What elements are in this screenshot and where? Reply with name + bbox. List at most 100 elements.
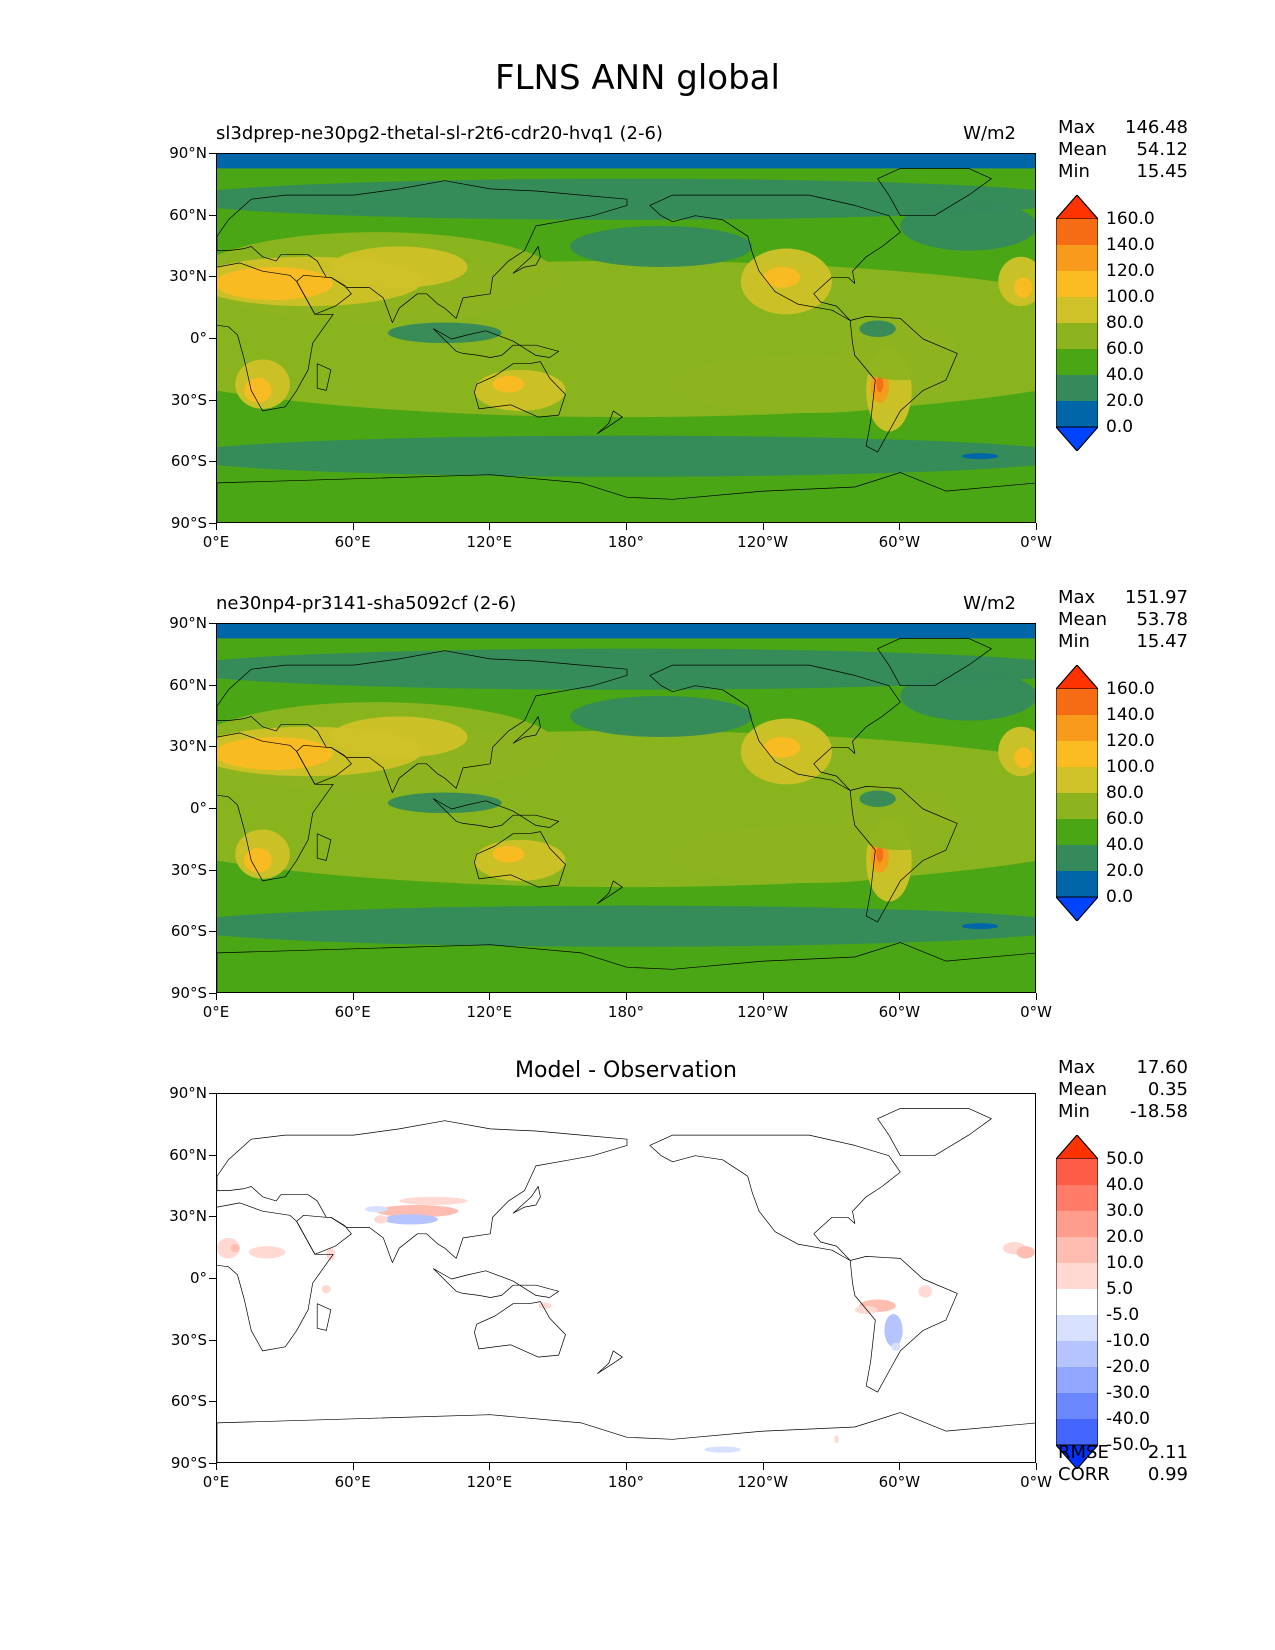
y-tick-label: 30°S bbox=[170, 390, 207, 409]
colorbar-tick-label: 5.0 bbox=[1106, 1279, 1134, 1299]
x-tick-mark bbox=[216, 1463, 217, 1470]
field-contour-low bbox=[961, 453, 999, 460]
diff-contour-0 bbox=[217, 1237, 240, 1259]
coastline-1 bbox=[217, 1120, 628, 1263]
x-tick-label: 0°E bbox=[202, 533, 230, 551]
field-contour-11 bbox=[763, 267, 801, 288]
stats-box-1: Max 146.48 Mean 54.12 Min 15.45 bbox=[1058, 117, 1188, 183]
coastline-6 bbox=[849, 1256, 958, 1393]
coastline-1 bbox=[217, 180, 628, 323]
field-contour-18 bbox=[217, 435, 1035, 477]
colorbar-tick-label: 140.0 bbox=[1106, 705, 1155, 725]
colorbar-segment-4 bbox=[1056, 793, 1098, 819]
x-tick-label: 0°E bbox=[202, 1003, 230, 1021]
colorbar-tick-label: -10.0 bbox=[1106, 1331, 1150, 1351]
field-contour-23 bbox=[859, 790, 896, 807]
stat-mean: Mean 54.12 bbox=[1058, 139, 1188, 160]
coastline-0 bbox=[217, 1202, 334, 1352]
field-contour-3 bbox=[217, 737, 334, 770]
x-tick-mark bbox=[1036, 993, 1037, 1000]
y-tick-mark bbox=[209, 399, 216, 401]
x-tick-label: 0°W bbox=[1020, 533, 1052, 551]
colorbar-segment-3 bbox=[1056, 819, 1098, 845]
panel-units: W/m2 bbox=[963, 123, 1016, 144]
map-panel-1 bbox=[216, 153, 1036, 523]
colorbar-tick-label: -5.0 bbox=[1106, 1305, 1140, 1325]
colorbar-segment-1 bbox=[1056, 401, 1098, 427]
field-contour-16 bbox=[1014, 747, 1033, 768]
coastline-0 bbox=[217, 732, 334, 882]
coastline-2 bbox=[296, 274, 352, 315]
colorbar-segment-4 bbox=[1056, 323, 1098, 349]
diff-contour-16 bbox=[704, 1446, 741, 1453]
y-tick-mark bbox=[209, 931, 216, 933]
coastline-7 bbox=[217, 1412, 1035, 1462]
y-tick-label: 30°N bbox=[169, 737, 207, 756]
diff-contour-15 bbox=[1016, 1246, 1035, 1259]
colorbar-segment-2 bbox=[1056, 845, 1098, 871]
field-contour-20 bbox=[570, 225, 753, 268]
y-tick-label: 0° bbox=[189, 329, 207, 347]
coastline-5 bbox=[877, 638, 992, 687]
x-tick-mark bbox=[899, 523, 901, 530]
x-tick-label: 120°E bbox=[466, 533, 513, 551]
colorbar-tick-label: 20.0 bbox=[1106, 391, 1144, 411]
colorbar-tick-label: 100.0 bbox=[1106, 287, 1155, 307]
map-panel-diff bbox=[216, 1093, 1036, 1463]
colorbar-extend-min bbox=[1056, 896, 1098, 921]
colorbar-tick-label: 60.0 bbox=[1106, 809, 1144, 829]
colorbar-tick-label: 30.0 bbox=[1106, 1201, 1144, 1221]
colorbar-tick-label: 20.0 bbox=[1106, 861, 1144, 881]
colorbar-tick-label: 160.0 bbox=[1106, 209, 1155, 229]
coastline-7 bbox=[217, 472, 1035, 522]
stat-min: Min 15.45 bbox=[1058, 161, 1188, 182]
colorbar-segment-5 bbox=[1056, 1315, 1098, 1341]
colorbar-segment-7 bbox=[1056, 245, 1098, 271]
colorbar-tick-label: 160.0 bbox=[1106, 679, 1155, 699]
diff-contour-3 bbox=[376, 1205, 459, 1218]
x-tick-mark bbox=[352, 523, 354, 530]
coastline-9 bbox=[512, 1186, 541, 1214]
colorbar-extend-max bbox=[1056, 1135, 1098, 1160]
coastline-6 bbox=[849, 316, 958, 453]
y-tick-mark bbox=[209, 1339, 216, 1341]
x-tick-mark bbox=[1036, 1463, 1037, 1470]
x-tick-mark bbox=[626, 993, 627, 1000]
stat-min: Min -18.58 bbox=[1058, 1101, 1188, 1122]
x-tick-label: 60°E bbox=[334, 533, 371, 551]
colorbar-segment-4 bbox=[1056, 1341, 1098, 1367]
y-tick-label: 90°N bbox=[169, 614, 207, 632]
field-contour-4 bbox=[330, 246, 468, 288]
x-tick-mark bbox=[762, 993, 764, 1000]
field-contour-22 bbox=[387, 792, 502, 814]
colorbar-tick-label: 140.0 bbox=[1106, 235, 1155, 255]
y-tick-mark bbox=[209, 153, 216, 154]
x-tick-mark bbox=[489, 1463, 491, 1470]
panel-model-1: sl3dprep-ne30pg2-thetal-sl-r2t6-cdr20-hv… bbox=[0, 0, 1275, 470]
coastline-10 bbox=[316, 363, 332, 391]
x-tick-mark bbox=[489, 993, 491, 1000]
y-tick-mark bbox=[209, 1093, 216, 1094]
colorbar-segment-6 bbox=[1056, 1289, 1098, 1315]
x-tick-label: 60°W bbox=[878, 1003, 921, 1021]
y-tick-mark bbox=[209, 276, 216, 278]
y-tick-label: 60°N bbox=[169, 675, 207, 694]
x-tick-mark bbox=[489, 523, 491, 530]
x-tick-label: 120°W bbox=[737, 533, 789, 551]
y-tick-label: 60°S bbox=[170, 1392, 207, 1411]
x-tick-mark bbox=[216, 993, 217, 1000]
y-tick-mark bbox=[209, 993, 216, 994]
field-contour-8 bbox=[492, 846, 525, 863]
coastline-4 bbox=[649, 1134, 901, 1261]
coastline-9 bbox=[512, 246, 541, 274]
y-tick-mark bbox=[209, 869, 216, 871]
panel-model-2: ne30np4-pr3141-sha5092cf (2-6) W/m2 bbox=[0, 0, 1275, 614]
coastline-4 bbox=[649, 664, 901, 791]
colorbar-tick-label: 80.0 bbox=[1106, 783, 1144, 803]
x-tick-label: 60°W bbox=[878, 533, 921, 551]
coastline-3 bbox=[474, 361, 566, 418]
x-tick-label: 180° bbox=[607, 1473, 645, 1491]
coastline-2 bbox=[296, 744, 352, 785]
x-tick-mark bbox=[762, 523, 764, 530]
stats-box-3: Max 17.60 Mean 0.35 Min -18.58 bbox=[1058, 1057, 1188, 1123]
